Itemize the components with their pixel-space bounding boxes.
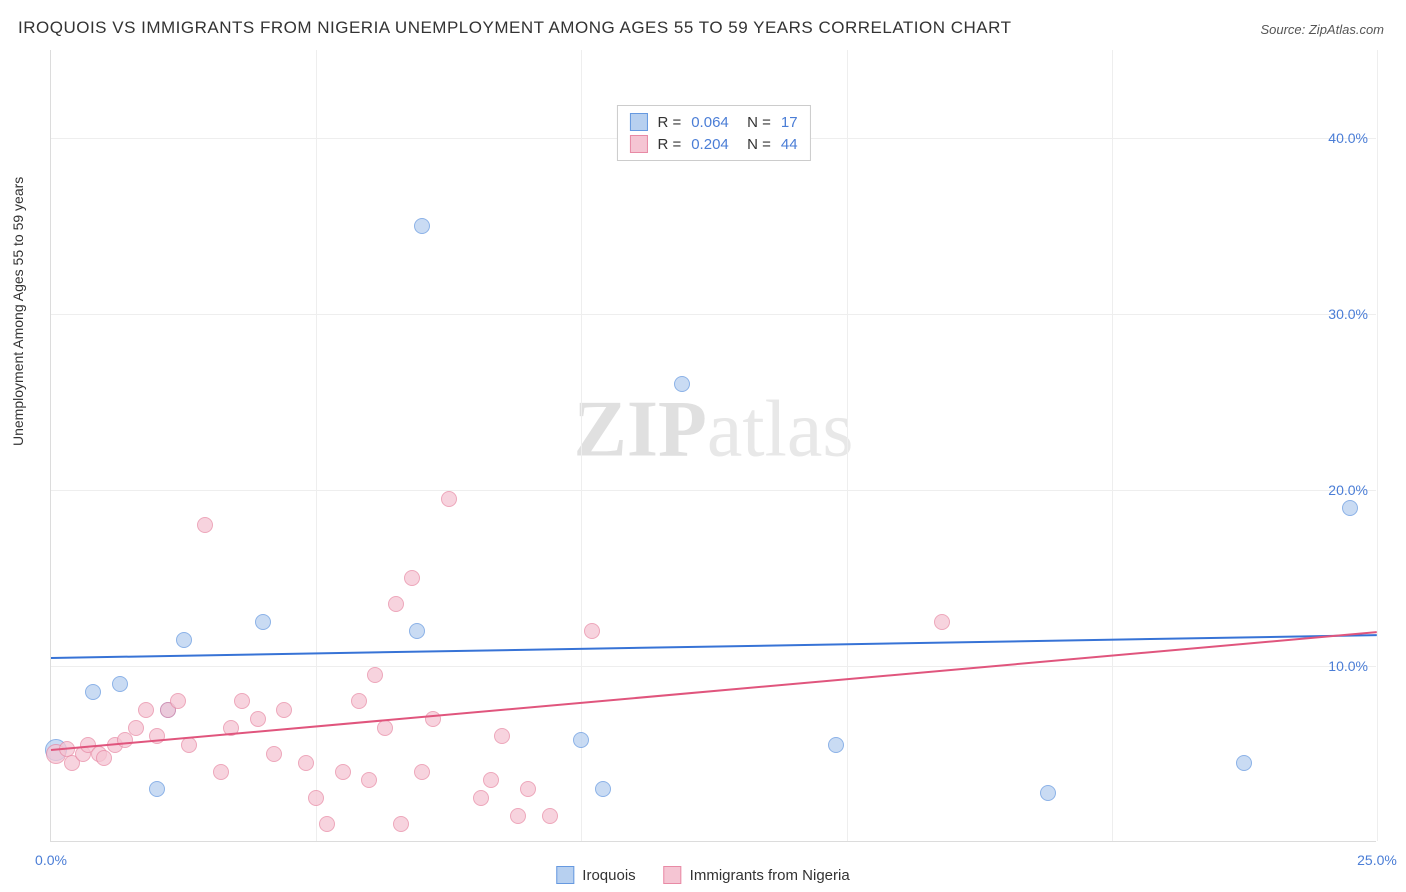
swatch-iroquois bbox=[556, 866, 574, 884]
n-label: N = bbox=[739, 136, 771, 153]
source-attribution: Source: ZipAtlas.com bbox=[1260, 22, 1384, 37]
r-label: R = bbox=[657, 136, 681, 153]
data-point bbox=[1236, 755, 1252, 771]
x-tick-label: 25.0% bbox=[1357, 852, 1397, 868]
data-point bbox=[828, 737, 844, 753]
data-point bbox=[255, 614, 271, 630]
data-point bbox=[674, 376, 690, 392]
data-point bbox=[197, 517, 213, 533]
data-point bbox=[441, 491, 457, 507]
data-point bbox=[542, 808, 558, 824]
n-label: N = bbox=[739, 114, 771, 131]
correlation-legend: R = 0.064 N = 17 R = 0.204 N = 44 bbox=[616, 105, 810, 161]
watermark-bold: ZIP bbox=[574, 385, 707, 473]
series-legend: Iroquois Immigrants from Nigeria bbox=[556, 866, 849, 884]
gridline-horizontal bbox=[51, 490, 1376, 491]
data-point bbox=[276, 702, 292, 718]
gridline-horizontal bbox=[51, 314, 1376, 315]
chart-title: IROQUOIS VS IMMIGRANTS FROM NIGERIA UNEM… bbox=[18, 18, 1011, 38]
gridline-vertical bbox=[316, 50, 317, 841]
data-point bbox=[520, 781, 536, 797]
data-point bbox=[181, 737, 197, 753]
plot-area: ZIPatlas R = 0.064 N = 17 R = 0.204 N = … bbox=[50, 50, 1376, 842]
trend-line bbox=[51, 631, 1377, 751]
data-point bbox=[414, 218, 430, 234]
data-point bbox=[934, 614, 950, 630]
data-point bbox=[584, 623, 600, 639]
watermark-light: atlas bbox=[707, 385, 854, 473]
data-point bbox=[388, 596, 404, 612]
correlation-row-2: R = 0.204 N = 44 bbox=[629, 133, 797, 155]
data-point bbox=[409, 623, 425, 639]
data-point bbox=[595, 781, 611, 797]
data-point bbox=[298, 755, 314, 771]
data-point bbox=[473, 790, 489, 806]
chart-container: IROQUOIS VS IMMIGRANTS FROM NIGERIA UNEM… bbox=[0, 0, 1406, 892]
data-point bbox=[112, 676, 128, 692]
gridline-vertical bbox=[581, 50, 582, 841]
swatch-series-1 bbox=[629, 113, 647, 131]
r-value-1: 0.064 bbox=[691, 114, 729, 131]
data-point bbox=[510, 808, 526, 824]
data-point bbox=[85, 684, 101, 700]
data-point bbox=[483, 772, 499, 788]
y-axis-label: Unemployment Among Ages 55 to 59 years bbox=[10, 177, 26, 446]
swatch-series-2 bbox=[629, 135, 647, 153]
data-point bbox=[128, 720, 144, 736]
legend-label-1: Iroquois bbox=[582, 867, 635, 884]
data-point bbox=[138, 702, 154, 718]
watermark: ZIPatlas bbox=[574, 384, 854, 475]
r-value-2: 0.204 bbox=[691, 136, 729, 153]
legend-item-1: Iroquois bbox=[556, 866, 635, 884]
data-point bbox=[213, 764, 229, 780]
data-point bbox=[361, 772, 377, 788]
r-label: R = bbox=[657, 114, 681, 131]
data-point bbox=[1342, 500, 1358, 516]
data-point bbox=[1040, 785, 1056, 801]
swatch-nigeria bbox=[664, 866, 682, 884]
x-tick-label: 0.0% bbox=[35, 852, 67, 868]
data-point bbox=[414, 764, 430, 780]
data-point bbox=[308, 790, 324, 806]
data-point bbox=[425, 711, 441, 727]
data-point bbox=[335, 764, 351, 780]
data-point bbox=[170, 693, 186, 709]
data-point bbox=[234, 693, 250, 709]
data-point bbox=[149, 781, 165, 797]
data-point bbox=[367, 667, 383, 683]
data-point bbox=[494, 728, 510, 744]
data-point bbox=[176, 632, 192, 648]
gridline-vertical bbox=[1377, 50, 1378, 841]
data-point bbox=[351, 693, 367, 709]
y-tick-label: 30.0% bbox=[1328, 306, 1368, 322]
data-point bbox=[319, 816, 335, 832]
gridline-vertical bbox=[1112, 50, 1113, 841]
data-point bbox=[393, 816, 409, 832]
data-point bbox=[250, 711, 266, 727]
gridline-vertical bbox=[847, 50, 848, 841]
legend-label-2: Immigrants from Nigeria bbox=[690, 867, 850, 884]
data-point bbox=[266, 746, 282, 762]
n-value-1: 17 bbox=[781, 114, 798, 131]
data-point bbox=[404, 570, 420, 586]
gridline-horizontal bbox=[51, 666, 1376, 667]
correlation-row-1: R = 0.064 N = 17 bbox=[629, 111, 797, 133]
n-value-2: 44 bbox=[781, 136, 798, 153]
y-tick-label: 20.0% bbox=[1328, 482, 1368, 498]
data-point bbox=[573, 732, 589, 748]
y-tick-label: 10.0% bbox=[1328, 658, 1368, 674]
y-tick-label: 40.0% bbox=[1328, 130, 1368, 146]
trend-line bbox=[51, 634, 1377, 659]
legend-item-2: Immigrants from Nigeria bbox=[664, 866, 850, 884]
data-point bbox=[377, 720, 393, 736]
